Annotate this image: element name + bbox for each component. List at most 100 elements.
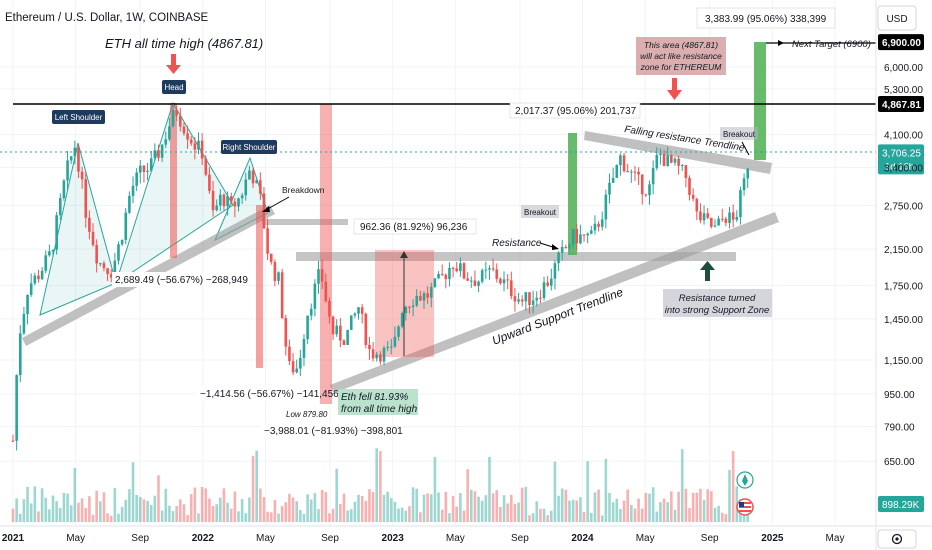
- candle-body: [695, 198, 699, 212]
- candle-body: [15, 375, 18, 441]
- candle-body: [62, 180, 66, 199]
- volume-bar: [120, 506, 124, 522]
- volume-bar: [262, 497, 266, 522]
- chart-title: Ethereum / U.S. Dollar, 1W, COINBASE: [5, 12, 209, 24]
- volume-bar: [331, 508, 335, 522]
- volume-bar: [695, 492, 699, 522]
- volume-bar: [15, 498, 18, 522]
- candle-body: [735, 217, 739, 220]
- volume-bar: [531, 513, 535, 522]
- candle-body: [40, 270, 44, 280]
- volume-bar: [306, 494, 309, 522]
- candle-body: [153, 150, 157, 159]
- volume-bar: [153, 495, 157, 522]
- candle-body: [455, 268, 459, 272]
- volume-bar: [473, 491, 477, 522]
- gear-icon: [891, 533, 903, 545]
- x-tick-label: Sep: [701, 533, 719, 544]
- measure-4-box: [353, 218, 477, 235]
- right-shoulder-label-box: [221, 140, 277, 154]
- volume-bar: [408, 506, 411, 522]
- volume-bar: [164, 488, 168, 522]
- candle-body: [560, 246, 564, 253]
- eth-fell-box: [338, 389, 418, 415]
- candle-body: [331, 316, 335, 335]
- candle-body: [346, 329, 349, 345]
- candle-body: [597, 223, 600, 227]
- candle-body: [557, 252, 560, 264]
- candle-body: [397, 326, 400, 337]
- candle-body: [251, 170, 255, 184]
- volume-bar: [222, 488, 226, 522]
- volume-bar: [586, 461, 589, 522]
- volume-bar: [491, 493, 495, 522]
- candle-body: [466, 278, 469, 281]
- volume-bar: [619, 508, 622, 522]
- candle-body: [575, 228, 579, 244]
- volume-bar: [88, 496, 91, 522]
- volume-bar: [157, 475, 160, 522]
- volume-bar: [251, 455, 255, 522]
- volume-bar: [459, 493, 462, 522]
- x-tick-label: 2021: [2, 533, 25, 544]
- candle-body: [215, 205, 218, 211]
- candle-body: [702, 213, 706, 221]
- x-tick-label: May: [636, 533, 655, 544]
- volume-bar: [146, 500, 149, 522]
- volume-bar: [200, 487, 204, 522]
- x-tick-label: May: [826, 533, 845, 544]
- next-target-label: Next Target (6900): [792, 39, 871, 50]
- volume-bar: [688, 508, 691, 522]
- volume-bar: [477, 496, 480, 522]
- candle-body: [360, 307, 364, 314]
- volume-bar: [33, 486, 37, 522]
- candle-body: [451, 267, 455, 269]
- volume-bar: [375, 448, 379, 522]
- candle-body: [717, 218, 720, 226]
- candle-body: [237, 198, 240, 207]
- candle-body: [662, 154, 666, 167]
- candle-body: [164, 139, 168, 145]
- volume-bar: [451, 495, 455, 522]
- volume-bar: [255, 450, 258, 522]
- candle-body: [37, 275, 40, 280]
- candle-body: [124, 212, 128, 241]
- candle-body: [280, 272, 284, 318]
- zone-note-line-2: will act like resistance: [640, 51, 722, 61]
- volume-bar: [62, 493, 66, 522]
- falling-resistance-trendline: [584, 131, 772, 174]
- candle-body: [462, 263, 466, 279]
- candle-body: [160, 144, 164, 158]
- candle-body: [26, 294, 29, 315]
- volume-bar: [135, 494, 138, 522]
- volume-bar: [335, 468, 339, 522]
- candle-body: [200, 140, 204, 159]
- candle-body: [146, 170, 149, 172]
- currency-button[interactable]: [877, 5, 917, 31]
- volume-bar: [179, 499, 182, 522]
- candle-body: [208, 174, 211, 191]
- volume-bar: [502, 495, 506, 522]
- volume-bar: [579, 497, 582, 522]
- left-shoulder-label: Left Shoulder: [55, 113, 103, 122]
- candle-body: [408, 306, 411, 308]
- candle-body: [98, 263, 102, 265]
- measure-head-drop: [170, 103, 177, 258]
- volume-bar: [484, 495, 488, 522]
- candle-body: [375, 354, 379, 359]
- arrow-range-up-icon: [400, 251, 408, 356]
- volume-bar: [575, 500, 579, 522]
- candle-body: [386, 346, 389, 348]
- event-flag-icon[interactable]: [736, 471, 754, 489]
- candle-body: [535, 297, 539, 301]
- us-flag-icon[interactable]: [736, 498, 754, 516]
- x-tick-label: 2025: [761, 533, 784, 544]
- volume-bar: [149, 504, 153, 522]
- volume-bar: [353, 501, 357, 522]
- volume-bar: [557, 495, 560, 522]
- candle-body: [66, 160, 69, 181]
- volume-bar: [400, 507, 404, 522]
- volume-bar: [11, 508, 15, 522]
- candle-body: [742, 178, 746, 191]
- volume-bar: [168, 505, 171, 522]
